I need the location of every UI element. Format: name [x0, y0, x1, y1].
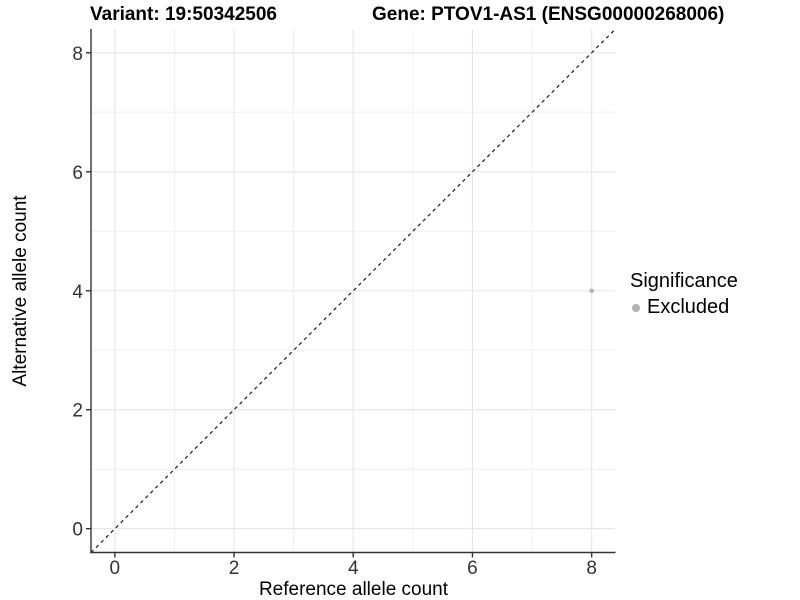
x-tick-label: 8	[586, 558, 597, 579]
x-tick-label: 4	[348, 558, 359, 579]
x-tick-label: 6	[467, 558, 478, 579]
legend-item-excluded: Excluded	[630, 296, 738, 319]
identity-line	[90, 28, 616, 553]
y-tick-label: 6	[72, 163, 83, 184]
x-tick-label: 0	[110, 558, 121, 579]
x-tick-label: 2	[229, 558, 240, 579]
y-tick-label: 4	[72, 282, 83, 303]
legend-item-label: Excluded	[647, 296, 730, 318]
data-point	[589, 288, 594, 294]
y-tick-label: 2	[72, 401, 83, 422]
y-axis-title: Alternative allele count	[10, 195, 31, 387]
y-tick-label: 8	[72, 44, 83, 65]
variant-title: Variant: 19:50342506	[90, 4, 277, 25]
x-axis-title: Reference allele count	[258, 579, 449, 600]
legend-key-dot-icon	[632, 303, 640, 312]
y-tick-label: 0	[72, 520, 83, 541]
legend-title: Significance	[630, 270, 738, 292]
gene-title: Gene: PTOV1-AS1 (ENSG00000268006)	[372, 4, 725, 25]
legend: Significance Excluded	[630, 270, 738, 319]
